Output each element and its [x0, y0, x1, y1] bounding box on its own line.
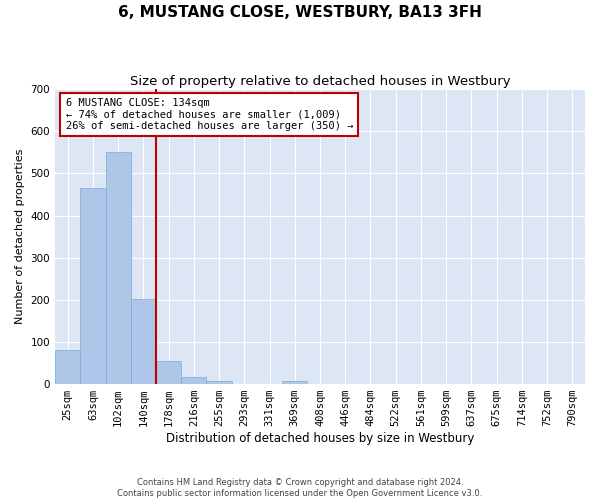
- Y-axis label: Number of detached properties: Number of detached properties: [15, 149, 25, 324]
- Text: 6, MUSTANG CLOSE, WESTBURY, BA13 3FH: 6, MUSTANG CLOSE, WESTBURY, BA13 3FH: [118, 5, 482, 20]
- Bar: [106, 152, 131, 384]
- Text: 6 MUSTANG CLOSE: 134sqm
← 74% of detached houses are smaller (1,009)
26% of semi: 6 MUSTANG CLOSE: 134sqm ← 74% of detache…: [65, 98, 353, 131]
- Bar: [156, 361, 181, 384]
- X-axis label: Distribution of detached houses by size in Westbury: Distribution of detached houses by size …: [166, 432, 474, 445]
- Bar: [55, 350, 80, 384]
- Text: Contains HM Land Registry data © Crown copyright and database right 2024.
Contai: Contains HM Land Registry data © Crown c…: [118, 478, 482, 498]
- Bar: [181, 378, 206, 384]
- Title: Size of property relative to detached houses in Westbury: Size of property relative to detached ho…: [130, 75, 511, 88]
- Bar: [131, 298, 156, 384]
- Bar: [206, 380, 232, 384]
- Bar: [80, 188, 106, 384]
- Bar: [282, 380, 307, 384]
